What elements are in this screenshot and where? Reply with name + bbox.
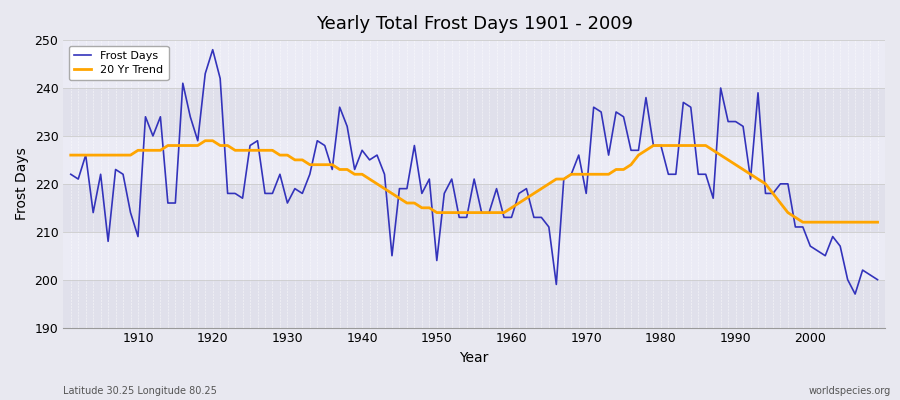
Bar (63, 136, 885, 184)
Frost Days (297, 191, 308, 196)
Frost Days (125, 210, 136, 215)
Bar (63, 88, 885, 136)
20 Yr Trend (297, 158, 308, 162)
Frost Days (872, 277, 883, 282)
20 Yr Trend (797, 220, 808, 224)
20 Yr Trend (200, 138, 211, 143)
Frost Days (207, 47, 218, 52)
20 Yr Trend (603, 172, 614, 177)
Line: 20 Yr Trend: 20 Yr Trend (71, 141, 878, 222)
20 Yr Trend (514, 201, 525, 206)
Bar (63, 40, 885, 88)
Text: worldspecies.org: worldspecies.org (809, 386, 891, 396)
20 Yr Trend (125, 153, 136, 158)
20 Yr Trend (342, 167, 353, 172)
Frost Days (514, 191, 525, 196)
Legend: Frost Days, 20 Yr Trend: Frost Days, 20 Yr Trend (68, 46, 168, 80)
X-axis label: Year: Year (460, 351, 489, 365)
Frost Days (850, 292, 860, 296)
20 Yr Trend (872, 220, 883, 224)
Frost Days (506, 215, 517, 220)
20 Yr Trend (66, 153, 77, 158)
Line: Frost Days: Frost Days (71, 50, 878, 294)
Y-axis label: Frost Days: Frost Days (15, 148, 29, 220)
20 Yr Trend (506, 206, 517, 210)
Frost Days (66, 172, 77, 177)
Title: Yearly Total Frost Days 1901 - 2009: Yearly Total Frost Days 1901 - 2009 (316, 15, 633, 33)
Frost Days (603, 153, 614, 158)
Bar (63, 184, 885, 232)
Bar (63, 232, 885, 280)
Bar (63, 280, 885, 328)
Frost Days (342, 124, 353, 129)
Text: Latitude 30.25 Longitude 80.25: Latitude 30.25 Longitude 80.25 (63, 386, 217, 396)
